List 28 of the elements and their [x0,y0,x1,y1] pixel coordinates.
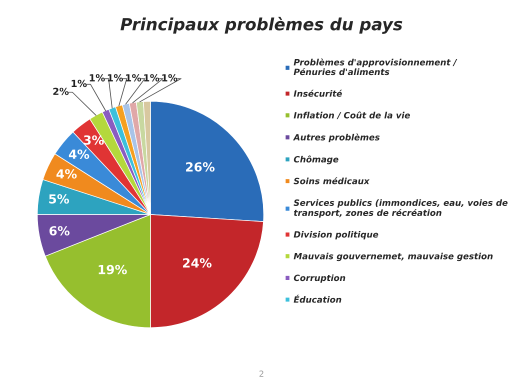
data-label: 1% [144,74,160,82]
data-label: 24% [183,258,212,268]
legend-label: Soins médicaux [294,177,370,184]
data-label: 5% [49,194,70,204]
legend-label: Chômage [294,156,338,164]
legend-label: Mauvais gouvernemet, mauvaise gestion [294,252,493,262]
data-label: 19% [98,264,127,274]
legend-label: Problèmes d'approvisionnement / Pénuries d'aliments [294,58,458,76]
data-label: 1% [90,74,105,82]
legend-label: Inflation / Coût de la vie [294,111,410,120]
legend-label: Éducation [294,294,342,303]
legend-label: Division politique [294,231,378,240]
legend-label: Insécurité [294,90,342,97]
legend-label: Autres problèmes [292,133,380,142]
legend-label: Corruption [294,274,346,283]
legend-label: Services publics (immondices, eau, voies de transport, zones de récréation [294,199,508,218]
data-label: 6% [49,226,70,236]
data-label: 1% [72,80,87,88]
data-label: 26% [186,162,215,172]
data-label: 1% [108,74,124,82]
data-label: 4% [68,150,90,159]
data-label: 4% [56,169,77,179]
chart-title: Principaux problèmes du pays [120,16,402,34]
data-label: 2% [53,88,69,96]
data-label: 1% [162,74,178,82]
data-label: 3% [84,135,104,145]
text: 2 [259,370,264,377]
data-label: 1% [126,74,142,82]
